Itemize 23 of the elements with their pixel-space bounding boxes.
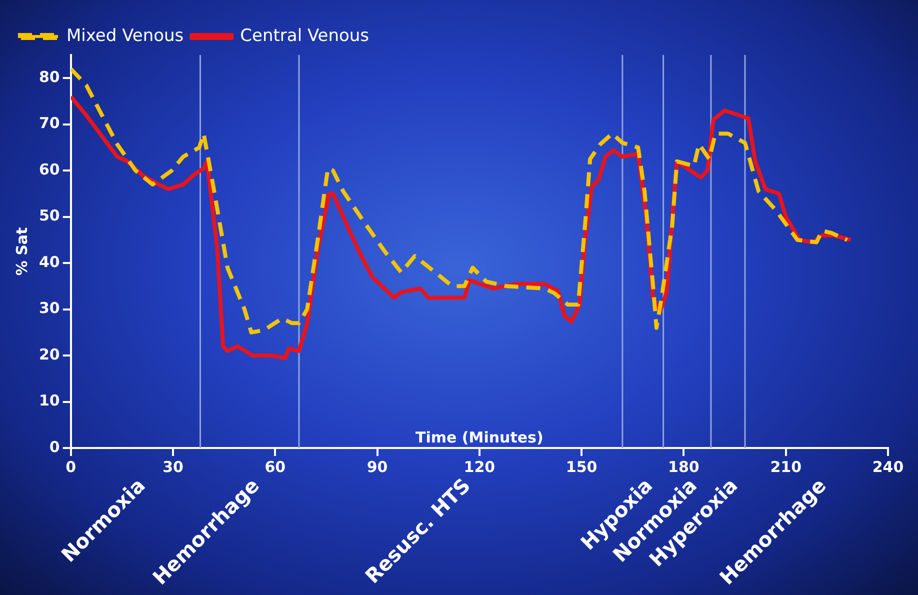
line-series xyxy=(70,66,850,334)
legend-label: Central Venous xyxy=(240,26,370,46)
y-tick-label: 70 xyxy=(39,114,60,132)
y-tick-label: 60 xyxy=(39,160,60,178)
x-axis-title: Time (Minutes) xyxy=(416,428,544,446)
x-tick-label: 0 xyxy=(66,458,76,476)
y-tick-label: 30 xyxy=(39,299,60,318)
y-tick-label: 10 xyxy=(39,392,60,410)
x-tick-label: 240 xyxy=(872,458,904,476)
x-tick-label: 150 xyxy=(566,458,598,476)
x-tick-label: 60 xyxy=(264,458,286,476)
y-tick-label: 20 xyxy=(39,345,60,364)
x-tick-label: 90 xyxy=(366,458,388,476)
legend-label: Mixed Venous xyxy=(66,26,184,46)
y-tick-label: 40 xyxy=(39,252,60,271)
y-tick-label: 50 xyxy=(39,206,60,225)
x-tick-label: 120 xyxy=(464,458,496,476)
x-tick-label: 210 xyxy=(770,458,802,476)
y-tick-label: 0 xyxy=(49,438,60,456)
y-axis-title: % Sat xyxy=(12,227,31,276)
y-tick-label: 80 xyxy=(39,68,60,86)
x-tick-label: 180 xyxy=(668,458,700,476)
x-tick-label: 30 xyxy=(162,458,184,476)
